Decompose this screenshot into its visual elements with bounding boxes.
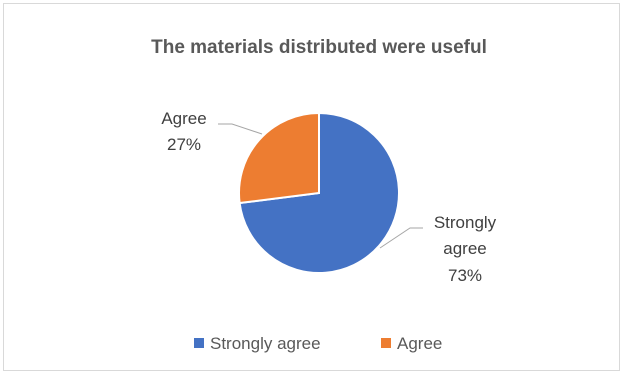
data-label-value: 73% <box>448 266 482 285</box>
data-label-line: Agree <box>161 109 206 128</box>
leader-lines <box>218 123 423 249</box>
data-label-line: agree <box>443 239 486 258</box>
leader-line-strongly-agree <box>379 227 423 249</box>
legend-label-agree: Agree <box>397 334 442 353</box>
legend-swatch-agree <box>381 338 391 348</box>
leader-line-agree <box>218 123 263 135</box>
legend: Strongly agree Agree <box>194 334 442 353</box>
data-label-line: Strongly <box>434 213 497 232</box>
chart-title: The materials distributed were useful <box>151 37 487 58</box>
legend-label-strongly-agree: Strongly agree <box>210 334 321 353</box>
pie-slice-agree <box>238 111 320 205</box>
pie-slices <box>238 111 400 274</box>
data-label-agree: Agree 27% <box>161 109 206 154</box>
data-label-strongly-agree: Strongly agree 73% <box>434 213 497 285</box>
legend-swatch-strongly-agree <box>194 338 204 348</box>
data-label-value: 27% <box>167 135 201 154</box>
